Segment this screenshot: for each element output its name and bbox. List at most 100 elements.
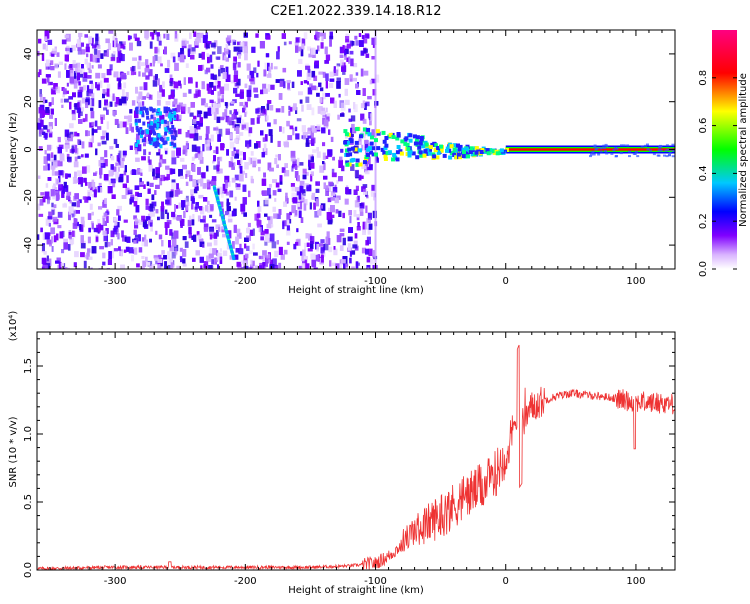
carrier-cell <box>345 163 349 167</box>
carrier-cell <box>641 146 644 148</box>
noise-cell <box>65 55 69 62</box>
noise-cell <box>137 168 140 175</box>
noise-cell <box>161 211 165 219</box>
noise-cell <box>276 79 280 83</box>
noise-cell <box>95 121 97 127</box>
noise-cell <box>239 132 243 136</box>
noise-cell <box>312 149 316 153</box>
noise-cell <box>368 213 372 220</box>
noise-cell <box>367 237 371 244</box>
noise-cell <box>243 212 247 216</box>
noise-cell <box>329 36 333 40</box>
noise-cell <box>256 73 258 78</box>
noise-cell <box>51 152 54 158</box>
carrier-cell <box>382 131 386 135</box>
carrier-cell <box>403 142 407 146</box>
noise-cell <box>144 30 149 38</box>
noise-cell <box>355 200 360 207</box>
noise-cell <box>165 166 169 170</box>
noise-cell <box>135 143 138 147</box>
noise-cell <box>300 100 303 104</box>
noise-cell <box>206 166 208 172</box>
noise-cell <box>104 213 108 217</box>
noise-cell <box>174 63 179 71</box>
noise-cell <box>58 184 63 190</box>
noise-cell <box>52 97 55 105</box>
noise-cell <box>127 71 129 75</box>
noise-cell <box>357 222 360 227</box>
noise-cell <box>72 146 74 154</box>
noise-cell <box>332 215 335 218</box>
noise-cell <box>171 151 175 158</box>
noise-cell <box>349 258 352 264</box>
noise-cell <box>80 252 85 257</box>
noise-cell <box>349 119 352 122</box>
noise-cell <box>206 134 209 140</box>
noise-cell <box>39 146 43 151</box>
noise-cell <box>129 43 133 51</box>
carrier-cell <box>351 147 355 151</box>
noise-cell <box>226 149 229 155</box>
noise-cell <box>258 206 260 213</box>
noise-cell <box>209 227 214 232</box>
noise-cell <box>77 141 79 145</box>
noise-cell <box>61 105 63 108</box>
noise-cell <box>278 263 281 269</box>
carrier-cell <box>636 155 639 157</box>
noise-cell <box>118 167 120 172</box>
spectrogram-carrier <box>343 127 677 167</box>
noise-cell <box>61 99 64 103</box>
noise-cell <box>284 142 289 147</box>
noise-cell <box>173 57 176 63</box>
noise-cell <box>216 57 220 60</box>
noise-cell <box>244 112 246 117</box>
noise-cell <box>65 173 68 178</box>
noise-cell <box>266 259 268 267</box>
noise-cell <box>264 144 266 152</box>
noise-cell <box>234 47 238 52</box>
noise-cell <box>209 215 212 218</box>
noise-cell <box>279 126 282 131</box>
noise-cell <box>349 75 353 79</box>
noise-cell <box>320 239 324 243</box>
noise-cell <box>283 68 287 73</box>
noise-cell <box>257 213 261 217</box>
noise-cell <box>155 167 160 174</box>
noise-cell <box>307 243 310 247</box>
noise-cell <box>231 166 235 170</box>
noise-cell <box>94 189 97 197</box>
noise-cell <box>293 244 296 249</box>
noise-cell <box>150 204 154 212</box>
carrier-cell <box>345 132 349 136</box>
noise-cell <box>209 82 213 88</box>
noise-cell <box>42 79 47 84</box>
noise-cell <box>194 94 198 99</box>
noise-cell <box>217 91 220 99</box>
noise-cell <box>104 198 107 204</box>
noise-cell <box>366 195 368 198</box>
noise-cell <box>90 54 93 62</box>
noise-cell <box>370 80 372 84</box>
noise-cell <box>214 233 217 239</box>
noise-cell <box>45 232 50 239</box>
noise-cell <box>77 170 82 176</box>
noise-cell <box>336 81 340 89</box>
noise-cell <box>113 111 116 116</box>
noise-cell <box>135 185 140 190</box>
noise-cell <box>223 251 227 256</box>
noise-cell <box>92 250 94 254</box>
noise-cell <box>339 94 341 98</box>
noise-cell <box>81 43 85 47</box>
noise-cell <box>153 80 158 87</box>
noise-cell <box>290 126 294 130</box>
noise-cell <box>69 102 71 110</box>
noise-cell <box>113 94 115 101</box>
noise-cell <box>113 51 116 54</box>
noise-cell <box>326 81 328 88</box>
noise-cell <box>157 217 160 221</box>
noise-cell <box>297 118 302 121</box>
noise-cell <box>198 90 201 97</box>
noise-cell <box>165 68 170 73</box>
noise-cell <box>157 91 159 95</box>
